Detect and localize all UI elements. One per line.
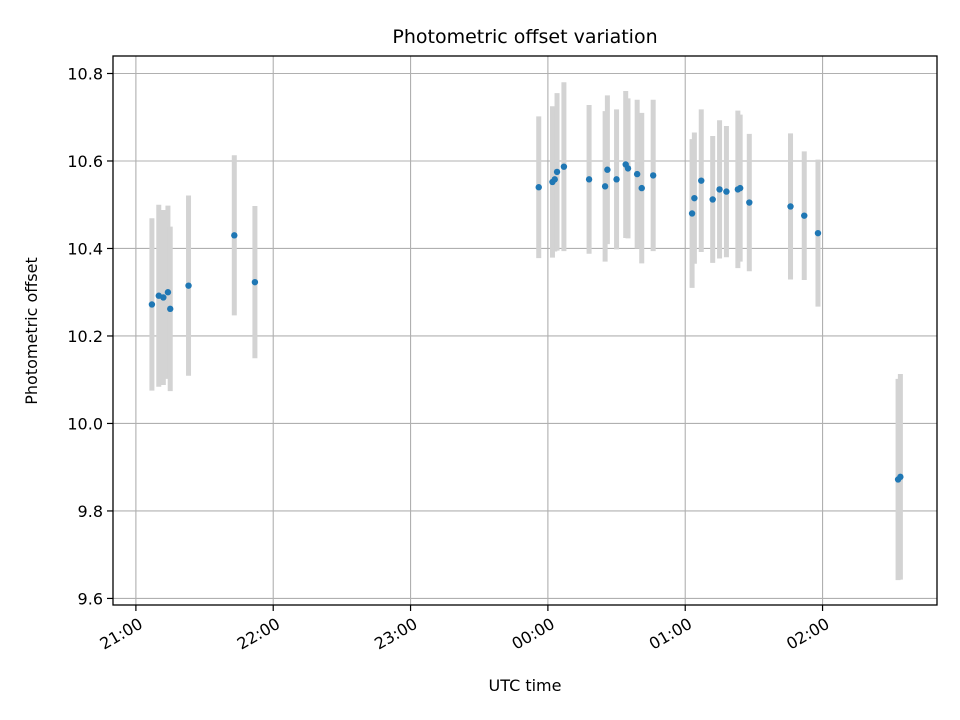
data-point — [601, 183, 609, 190]
data-point — [633, 170, 641, 178]
data-point — [723, 188, 730, 195]
data-point — [716, 186, 723, 193]
data-point — [649, 172, 657, 179]
y-tick-label: 10.0 — [67, 414, 103, 433]
y-tick-label: 10.6 — [67, 152, 103, 171]
y-tick-label: 10.2 — [67, 327, 103, 346]
y-axis-ticks: 9.6 9.8 10.0 10.2 10.4 10.6 10.8 — [67, 64, 113, 608]
data-point — [814, 229, 822, 237]
data-point — [148, 301, 156, 308]
data-point — [251, 278, 259, 286]
data-point — [604, 166, 611, 173]
error-bars — [149, 82, 903, 581]
data-point — [746, 199, 753, 206]
data-point — [787, 203, 794, 210]
data-point — [801, 212, 808, 219]
data-point — [553, 168, 561, 176]
y-tick-label: 10.8 — [67, 64, 103, 83]
data-point — [585, 176, 593, 183]
data-point — [736, 184, 744, 192]
data-point — [551, 176, 558, 183]
data-point — [535, 184, 542, 191]
data-point — [231, 232, 238, 239]
y-tick-label: 9.8 — [78, 502, 103, 521]
data-point — [691, 194, 698, 202]
x-tick-label: 00:00 — [508, 614, 557, 654]
data-point — [638, 184, 645, 192]
chart-title: Photometric offset variation — [392, 26, 657, 48]
x-tick-label: 21:00 — [96, 614, 145, 654]
y-tick-label: 10.4 — [67, 239, 103, 258]
x-tick-label: 22:00 — [234, 614, 283, 654]
data-point — [560, 163, 568, 170]
data-points — [148, 161, 904, 483]
y-tick-label: 9.6 — [78, 589, 103, 608]
x-tick-label: 02:00 — [783, 614, 832, 654]
data-point — [688, 210, 696, 217]
data-point — [160, 294, 167, 301]
data-point — [613, 176, 620, 183]
data-point — [698, 177, 705, 184]
data-point — [167, 305, 174, 313]
grid-lines — [113, 56, 937, 605]
x-tick-label: 01:00 — [646, 614, 695, 654]
y-axis-title: Photometric offset — [22, 257, 41, 405]
data-point — [624, 165, 632, 172]
data-point — [709, 196, 716, 203]
data-point — [185, 282, 192, 289]
plot-frame — [112, 55, 938, 606]
data-point — [897, 473, 904, 481]
x-tick-label: 23:00 — [371, 614, 420, 654]
x-axis-ticks: 21:00 22:00 23:00 00:00 01:00 02:00 — [96, 605, 833, 654]
x-axis-title: UTC time — [489, 676, 562, 695]
data-point — [164, 289, 172, 296]
